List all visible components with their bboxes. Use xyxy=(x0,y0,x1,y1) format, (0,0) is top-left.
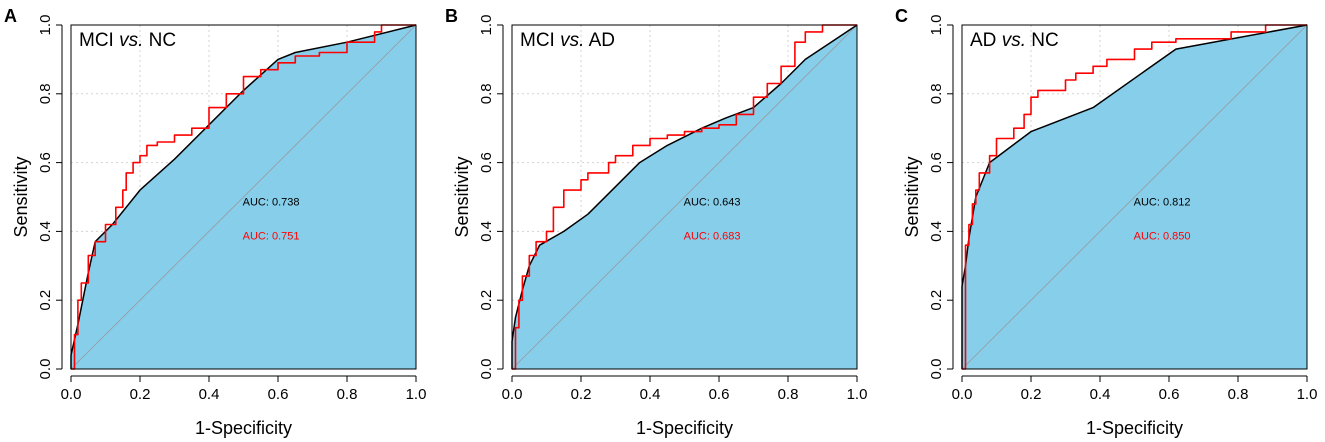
auc-label-red: AUC: 0.751 xyxy=(243,231,300,243)
y-tick-label: 1.0 xyxy=(928,15,945,36)
y-tick-label: 1.0 xyxy=(478,15,495,36)
comparison-title: AD vs. NC xyxy=(970,30,1059,51)
x-tick-label: 0.6 xyxy=(1159,386,1180,403)
x-tick-label: 0.0 xyxy=(61,386,82,403)
title-vs: vs. xyxy=(119,30,143,51)
y-tick-label: 0.0 xyxy=(478,359,495,380)
title-vs: vs. xyxy=(1002,30,1026,51)
x-axis-title: 1-Specificity xyxy=(195,418,292,438)
auc-label-black: AUC: 0.738 xyxy=(243,196,300,208)
title-group-a: AD xyxy=(970,30,1002,51)
y-axis-title: Sensitivity xyxy=(11,156,31,237)
panel-a: A 0.0 0.0 0.2 0.2 0.4 0.4 0.6 0.6 0.8 0.8 1.0 1.0 1-S… xyxy=(4,6,426,438)
auc-label-red: AUC: 0.683 xyxy=(684,231,741,243)
y-tick-label: 0.6 xyxy=(478,152,495,173)
title-vs: vs. xyxy=(560,30,584,51)
y-tick-label: 0.6 xyxy=(928,152,945,173)
roc-curve-model1 xyxy=(70,24,417,369)
y-tick-label: 1.0 xyxy=(37,15,54,36)
x-tick-label: 0.4 xyxy=(640,386,661,403)
y-tick-label: 0.0 xyxy=(928,359,945,380)
x-tick-label: 0.4 xyxy=(199,386,220,403)
roc-curve-model2 xyxy=(512,24,857,370)
x-axis-title: 1-Specificity xyxy=(636,418,733,438)
x-tick-label: 0.2 xyxy=(571,386,592,403)
y-tick-label: 0.4 xyxy=(928,221,945,242)
panel-letter: C xyxy=(895,6,908,26)
auc-label-black: AUC: 0.643 xyxy=(684,196,741,208)
comparison-title: MCI vs. AD xyxy=(520,30,615,51)
plot-frame xyxy=(70,24,417,370)
x-tick-label: 0.0 xyxy=(952,386,973,403)
roc-curve-model2 xyxy=(962,24,1307,370)
title-group-b: AD xyxy=(584,30,615,51)
x-tick-label: 0.4 xyxy=(1090,386,1111,403)
roc-curve-model2 xyxy=(71,24,416,370)
x-tick-label: 0.2 xyxy=(130,386,151,403)
x-axis-title: 1-Specificity xyxy=(1086,418,1183,438)
chance-diagonal xyxy=(961,24,1308,370)
y-tick-label: 0.8 xyxy=(478,83,495,104)
x-tick-label: 0.8 xyxy=(337,386,358,403)
x-tick-label: 0.8 xyxy=(778,386,799,403)
title-group-b: NC xyxy=(1026,30,1059,51)
roc-curve-model1 xyxy=(511,24,858,369)
x-tick-label: 1.0 xyxy=(406,386,427,403)
x-tick-label: 1.0 xyxy=(1297,386,1318,403)
x-tick-label: 0.6 xyxy=(268,386,289,403)
y-tick-label: 0.6 xyxy=(37,152,54,173)
roc-curve-model1 xyxy=(961,24,1308,369)
x-tick-label: 0.0 xyxy=(502,386,523,403)
panel-letter: B xyxy=(445,6,458,26)
y-tick-label: 0.4 xyxy=(478,221,495,242)
y-tick-label: 0.0 xyxy=(37,359,54,380)
panel-letter: A xyxy=(4,6,17,26)
x-tick-label: 0.2 xyxy=(1021,386,1042,403)
x-tick-label: 1.0 xyxy=(847,386,868,403)
y-tick-label: 0.2 xyxy=(928,290,945,311)
chance-diagonal xyxy=(70,24,417,370)
y-tick-label: 0.8 xyxy=(928,83,945,104)
panel-c: C 0.0 0.0 0.2 0.2 0.4 0.4 0.6 0.6 0.8 0.8 1.0 1.0 1-S… xyxy=(895,6,1317,438)
comparison-title: MCI vs. NC xyxy=(79,30,176,51)
title-group-b: NC xyxy=(143,30,176,51)
y-axis-title: Sensitivity xyxy=(902,156,922,237)
y-tick-label: 0.2 xyxy=(37,290,54,311)
auc-label-black: AUC: 0.812 xyxy=(1134,196,1191,208)
title-group-a: MCI xyxy=(520,30,560,51)
plot-frame xyxy=(511,24,858,370)
y-tick-label: 0.8 xyxy=(37,83,54,104)
x-tick-label: 0.8 xyxy=(1228,386,1249,403)
plot-frame xyxy=(961,24,1308,370)
title-group-a: MCI xyxy=(79,30,119,51)
panel-b: B 0.0 0.0 0.2 0.2 0.4 0.4 0.6 0.6 0.8 0.8 1.0 1.0 1-S… xyxy=(445,6,867,438)
y-axis-title: Sensitivity xyxy=(452,156,472,237)
y-tick-label: 0.2 xyxy=(478,290,495,311)
y-tick-label: 0.4 xyxy=(37,221,54,242)
x-tick-label: 0.6 xyxy=(709,386,730,403)
auc-label-red: AUC: 0.850 xyxy=(1134,231,1191,243)
chance-diagonal xyxy=(511,24,858,370)
